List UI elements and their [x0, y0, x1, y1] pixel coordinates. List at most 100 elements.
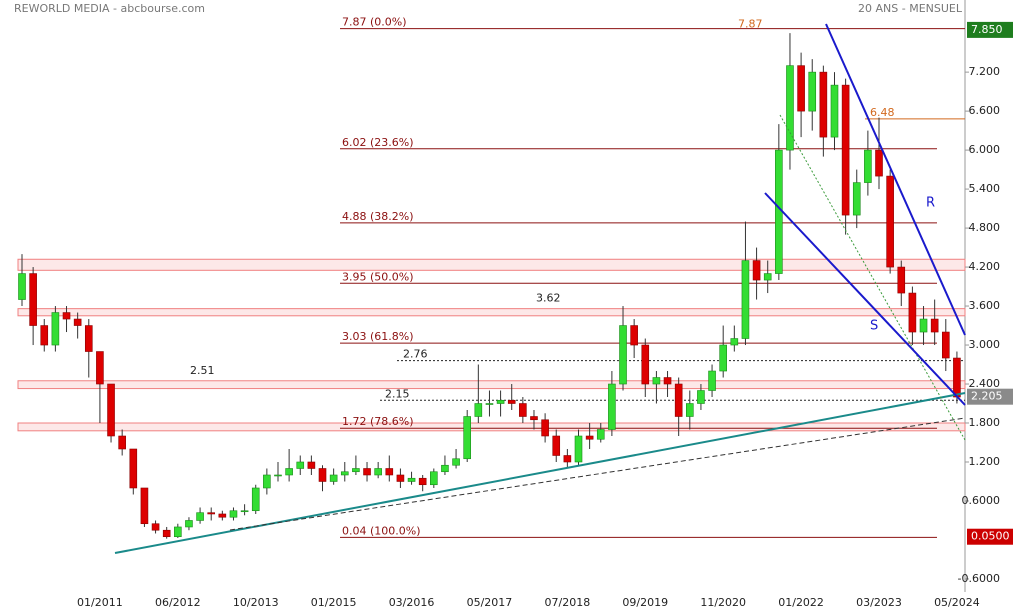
- candle-body: [897, 266, 906, 294]
- fib-label: 3.95 (50.0%): [342, 270, 414, 283]
- candle-body: [73, 318, 82, 326]
- fib-label: 0.04 (100.0%): [342, 524, 421, 537]
- candle-body: [786, 65, 794, 151]
- y-tick-label: 4.200: [969, 260, 1001, 273]
- chart-title: REWORLD MEDIA - abcbourse.com: [14, 2, 205, 15]
- candle-body: [430, 471, 438, 486]
- peak-label: 7.87: [738, 18, 763, 31]
- price-marker-label: 0.0500: [971, 530, 1010, 543]
- trend-label: S: [870, 319, 878, 334]
- candle-body: [819, 71, 828, 138]
- candle-body: [374, 468, 382, 476]
- candle-body: [452, 458, 460, 466]
- x-tick-label: 06/2012: [155, 596, 201, 609]
- candle-body: [51, 312, 60, 346]
- candle-body: [596, 429, 605, 440]
- candle-body: [919, 318, 928, 333]
- candle-body: [875, 149, 883, 177]
- candle-body: [29, 273, 37, 326]
- candle-body: [196, 512, 204, 521]
- candle-body: [619, 325, 627, 385]
- candle-body: [129, 448, 138, 489]
- candle-body: [352, 468, 360, 473]
- candle-body: [40, 325, 49, 346]
- y-tick-label: 6.000: [969, 143, 1001, 156]
- candle-body: [741, 260, 750, 339]
- candle-body: [519, 403, 527, 417]
- candle-body: [363, 468, 371, 476]
- candle-body: [708, 370, 716, 391]
- fib-label: 3.03 (61.8%): [342, 330, 414, 343]
- candle-body: [830, 84, 839, 138]
- candle-body: [630, 325, 638, 346]
- price-marker-label: 7.850: [971, 23, 1003, 36]
- candle-body: [886, 175, 894, 268]
- candle-body: [441, 464, 449, 473]
- candle-body: [719, 344, 727, 372]
- candle-body: [641, 344, 650, 385]
- candle-body: [96, 351, 104, 385]
- candle-body: [162, 529, 171, 538]
- candle-body: [852, 182, 861, 216]
- candle-body: [930, 318, 939, 333]
- candle-body: [174, 526, 182, 538]
- candle-body: [329, 474, 338, 482]
- candle-body: [953, 357, 961, 398]
- candle-body: [318, 468, 327, 482]
- candle-body: [775, 149, 783, 274]
- candle-body: [18, 273, 26, 300]
- x-tick-label: 05/2017: [467, 596, 513, 609]
- zones: 7.87 (0.0%) 6.02 (23.6%) 4.88 (38.2%) 3.95 …: [17, 16, 966, 538]
- x-tick-label: 01/2015: [311, 596, 357, 609]
- x-tick-label: 11/2020: [700, 596, 746, 609]
- price-zone: [17, 258, 966, 271]
- candle-body: [340, 471, 349, 476]
- x-tick-label: 03/2023: [856, 596, 902, 609]
- candle-body: [151, 523, 160, 531]
- y-tick-label: 3.600: [969, 299, 1001, 312]
- price-marker-label: 2.205: [971, 390, 1003, 403]
- candle-body: [752, 260, 761, 281]
- candle-body: [808, 71, 817, 112]
- price-zone: [17, 380, 966, 390]
- x-tick-label: 01/2022: [778, 596, 824, 609]
- y-tick-label: -0.6000: [958, 572, 1000, 585]
- candle-body: [797, 65, 805, 112]
- candle-body: [730, 338, 739, 346]
- candle-body: [674, 383, 683, 417]
- y-tick-label: 4.800: [969, 221, 1001, 234]
- fib-label: 6.02 (23.6%): [342, 136, 414, 149]
- x-tick-label: 09/2019: [622, 596, 668, 609]
- candle-body: [229, 510, 238, 518]
- x-tick-label: 03/2016: [389, 596, 435, 609]
- level-label: 2.76: [403, 348, 428, 361]
- candle-body: [285, 468, 293, 476]
- candle-body: [585, 435, 594, 440]
- trend-label: R: [926, 196, 935, 211]
- candle-body: [652, 377, 661, 385]
- candle-body: [140, 487, 149, 525]
- price-zone: [17, 308, 966, 317]
- candle-body: [530, 416, 538, 421]
- candle-body: [608, 383, 616, 430]
- x-tick-label: 07/2018: [545, 596, 591, 609]
- candle-body: [463, 416, 472, 460]
- candle-body: [563, 455, 572, 463]
- y-tick-label: 2.400: [969, 377, 1001, 390]
- candle-body: [763, 273, 772, 281]
- candle-body: [697, 390, 705, 404]
- candle-body: [864, 149, 872, 183]
- x-tick-label: 01/2011: [77, 596, 123, 609]
- fib-label: 7.87 (0.0%): [342, 16, 407, 29]
- fib-label: 1.72 (78.6%): [342, 415, 414, 428]
- candle-body: [908, 292, 917, 333]
- y-tick-label: 5.400: [969, 182, 1001, 195]
- support-line: [764, 192, 966, 406]
- chart-subtitle: 20 ANS - MENSUEL: [858, 2, 963, 15]
- resistance-line: [825, 23, 966, 336]
- level-label: 2.15: [385, 387, 410, 400]
- candle-body: [274, 474, 282, 477]
- candle-body: [263, 474, 271, 489]
